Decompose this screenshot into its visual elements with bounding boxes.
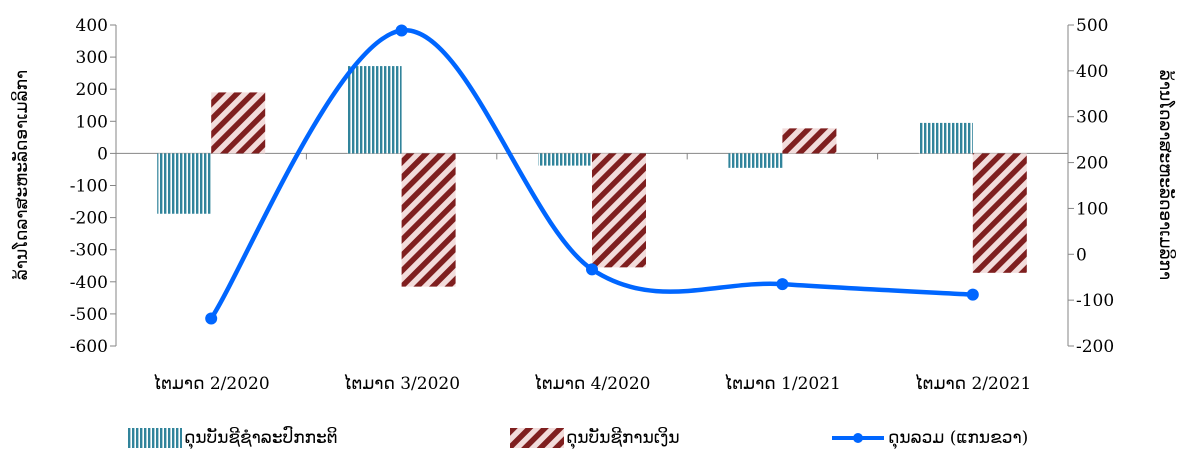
- right-tick-label: 100: [1076, 199, 1108, 219]
- category-label: ໄຕມາດ 2/2020: [153, 373, 270, 394]
- line-point-overall-balance: [395, 24, 408, 37]
- left-tick-label: -100: [70, 177, 108, 197]
- bar-financial-account: [972, 153, 1027, 273]
- bar-financial-account: [211, 92, 266, 154]
- line-overall-balance: [209, 28, 973, 320]
- tick-labels: 400 300 200 100 0 -100 -200 -300 -400 -500 -600 500…: [70, 16, 1114, 394]
- line-point-overall-balance: [586, 263, 598, 276]
- left-tick-label: 400: [76, 16, 108, 36]
- left-tick-label: -500: [70, 305, 108, 325]
- right-tick-label: 300: [1076, 108, 1108, 128]
- chart: 400 300 200 100 0 -100 -200 -300 -400 -500 -600 500…: [10, 16, 1177, 394]
- category-label: ໄຕມາດ 2/2021: [914, 373, 1031, 394]
- legend-item-overall-balance: ດຸນລວມ (ແກນຂວາ): [830, 428, 1028, 448]
- vertical-stripes-swatch-icon: [128, 428, 182, 448]
- left-tick-label: -300: [70, 241, 108, 261]
- right-tick-label: -100: [1076, 291, 1114, 311]
- category-label: ໄຕມາດ 1/2021: [724, 373, 841, 394]
- left-tick-label: -600: [70, 337, 108, 357]
- category-label: ໄຕມາດ 4/2020: [534, 373, 651, 394]
- bar-financial-account: [401, 153, 456, 287]
- right-tick-label: 0: [1076, 245, 1087, 265]
- bars: [157, 66, 1027, 287]
- left-tick-label: 0: [97, 144, 108, 164]
- line-marker-swatch-icon: [832, 433, 884, 443]
- left-tick-label: -400: [70, 273, 108, 293]
- right-axis-title: ລ້ານໂດລາສະຫະລັດອາເມລິກາ: [1155, 70, 1177, 280]
- line-point-overall-balance: [966, 288, 979, 301]
- legend-item-current-account: ດຸນບັນຊີຊຳລະປົກກະຕິ: [128, 428, 338, 448]
- diagonal-stripes-swatch-icon: [510, 428, 564, 448]
- legend-label-current-account: ດຸນບັນຊີຊຳລະປົກກະຕິ: [184, 428, 338, 448]
- left-tick-label: -200: [70, 209, 108, 229]
- bar-financial-account: [782, 128, 837, 154]
- legend-label-financial-account: ດຸນບັນຊີການເງິນ: [566, 428, 680, 448]
- bar-current-account: [347, 66, 402, 154]
- left-tick-label: 300: [76, 48, 108, 68]
- legend: ດຸນບັນຊີຊຳລະປົກກະຕິ ດຸນບັນຊີການເງິນ ດຸນລ…: [0, 428, 1180, 458]
- left-tick-label: 100: [76, 112, 108, 132]
- legend-label-overall-balance: ດຸນລວມ (ແກນຂວາ): [888, 428, 1029, 448]
- bar-current-account: [918, 122, 973, 154]
- bar-current-account: [728, 153, 783, 168]
- right-tick-label: 500: [1076, 16, 1108, 36]
- left-axis-title: ລ້ານໂດລາສະຫະລັດອາເມລິກາ: [10, 70, 32, 280]
- right-tick-label: 200: [1076, 154, 1108, 174]
- legend-item-financial-account: ດຸນບັນຊີການເງິນ: [510, 428, 680, 448]
- line-series: [205, 24, 979, 325]
- bar-financial-account: [592, 153, 646, 268]
- category-label: ໄຕມາດ 3/2020: [343, 373, 460, 394]
- line-point-overall-balance: [205, 312, 218, 325]
- line-point-overall-balance: [776, 278, 789, 291]
- right-tick-label: -200: [1076, 337, 1114, 357]
- left-tick-label: 200: [76, 80, 108, 100]
- bar-current-account: [157, 153, 212, 214]
- bar-current-account: [538, 153, 592, 166]
- right-tick-label: 400: [1076, 62, 1108, 82]
